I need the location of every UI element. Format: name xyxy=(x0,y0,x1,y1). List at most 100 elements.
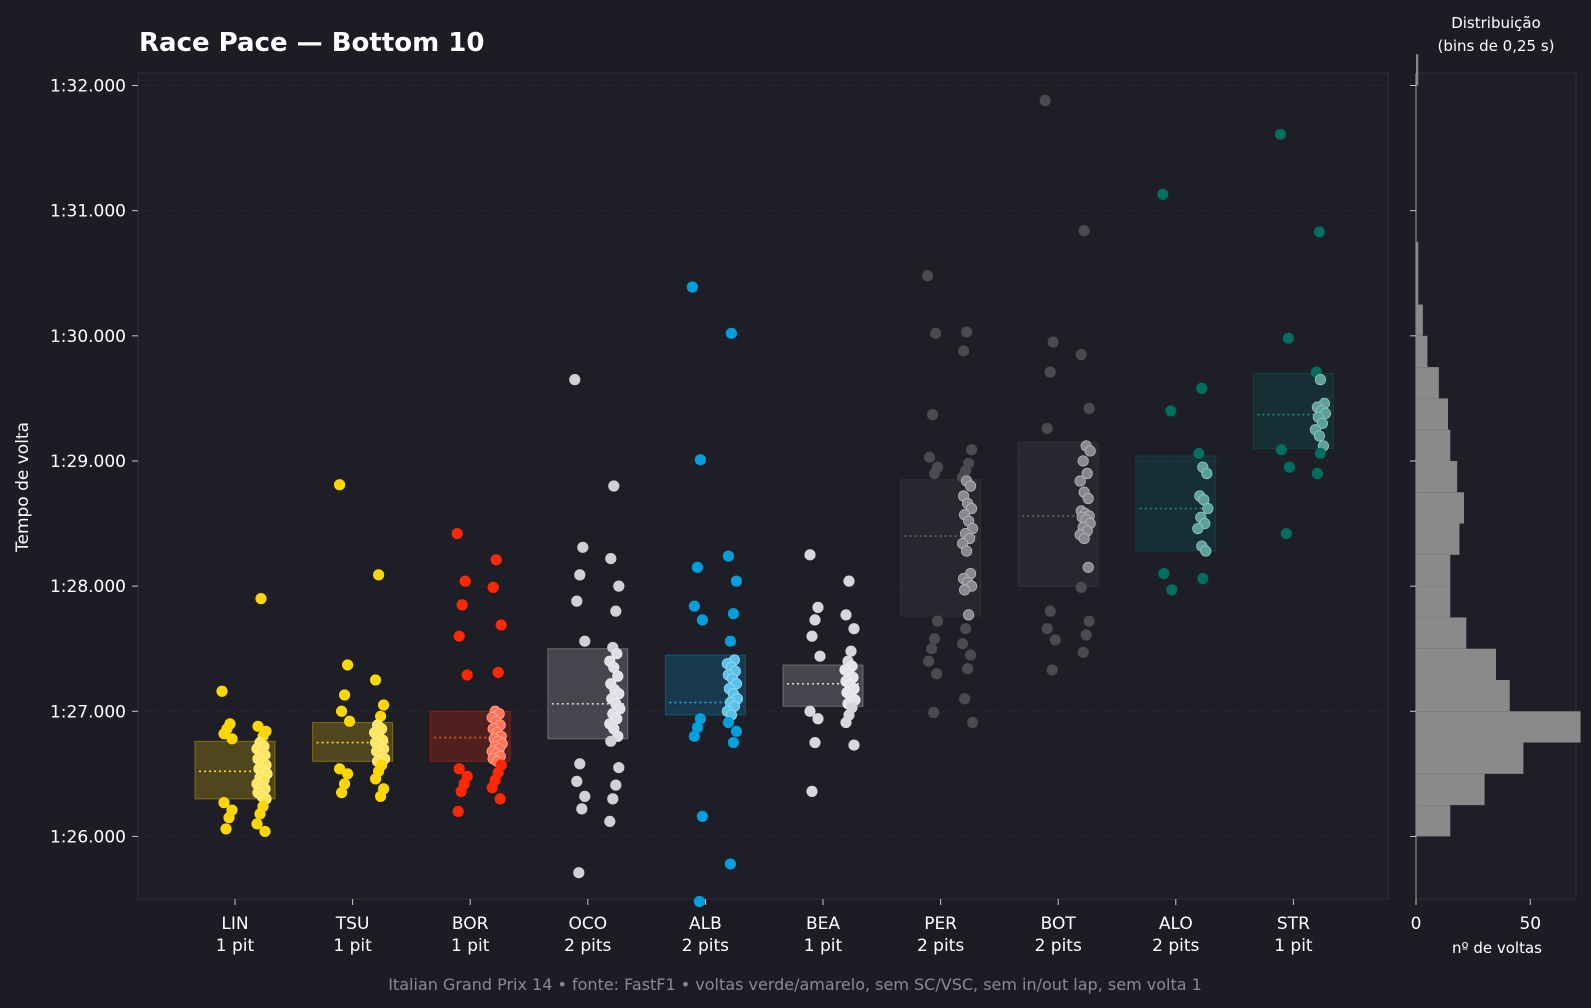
lap-point-tsu xyxy=(335,787,348,799)
lap-point-lin xyxy=(218,728,230,740)
footer-note: Italian Grand Prix 14 • fonte: FastF1 • … xyxy=(388,975,1202,994)
lap-point-alb xyxy=(727,736,740,749)
histogram-x-tick-label: 50 xyxy=(1519,914,1541,934)
lap-point-lin xyxy=(255,593,267,605)
histogram-bar xyxy=(1416,617,1467,649)
lap-point-bot xyxy=(1077,455,1089,467)
lap-point-per xyxy=(957,345,970,357)
lap-point-per xyxy=(930,668,943,680)
lap-point-per xyxy=(926,409,939,421)
lap-point-alo xyxy=(1158,568,1170,580)
histogram-bars xyxy=(1416,54,1581,837)
lap-point-str xyxy=(1314,447,1327,460)
y-tick-label: 1:31.000 xyxy=(50,202,126,222)
histogram-bar xyxy=(1416,523,1460,555)
driver-code-label: ALB xyxy=(689,914,722,934)
lap-point-lin xyxy=(252,720,264,732)
lap-point-bot xyxy=(1044,366,1056,378)
lap-point-alb xyxy=(722,716,735,729)
y-tick-label: 1:32.000 xyxy=(50,77,126,97)
lap-point-bor xyxy=(455,785,467,797)
lap-point-lin xyxy=(220,823,232,835)
lap-point-alb xyxy=(730,575,743,587)
histogram-title-line-1: Distribuição xyxy=(1451,14,1541,32)
driver-code-label: BOT xyxy=(1041,914,1077,934)
lap-point-tsu xyxy=(341,768,354,780)
lap-point-lin xyxy=(223,812,235,824)
lap-point-alo xyxy=(1196,382,1208,394)
driver-code-label: LIN xyxy=(221,914,248,934)
histogram-bar xyxy=(1416,304,1423,336)
lap-point-oco xyxy=(610,779,622,791)
lap-point-oco xyxy=(605,735,617,747)
lap-point-per xyxy=(964,480,977,492)
lap-point-str xyxy=(1275,444,1288,456)
lap-point-oco xyxy=(604,815,616,828)
lap-point-alo xyxy=(1202,502,1214,515)
lap-point-per xyxy=(956,638,969,650)
histogram-x-tick-label: 0 xyxy=(1411,914,1422,934)
lap-point-bot xyxy=(1041,422,1053,435)
lap-point-oco xyxy=(607,793,619,805)
lap-point-per xyxy=(966,716,979,729)
lap-point-oco xyxy=(608,480,620,492)
histogram-bar xyxy=(1416,679,1510,712)
pit-strategy-label: 1 pit xyxy=(333,936,372,956)
lap-point-oco xyxy=(613,761,625,774)
lap-point-per xyxy=(965,444,978,456)
lap-point-bot xyxy=(1083,615,1095,627)
lap-point-per xyxy=(925,643,938,655)
lap-point-oco xyxy=(571,775,583,787)
main-gridlines xyxy=(138,85,1388,837)
lap-point-alb xyxy=(696,614,709,626)
lap-point-lin xyxy=(218,797,230,809)
histogram-bar xyxy=(1416,742,1524,774)
lap-point-per xyxy=(928,633,941,645)
lap-point-bot xyxy=(1044,605,1056,617)
lap-point-oco xyxy=(569,374,581,386)
pit-strategy-label: 1 pit xyxy=(216,936,255,956)
lap-point-per xyxy=(961,663,974,675)
lap-point-str xyxy=(1311,467,1324,480)
lap-point-bot xyxy=(1075,348,1087,361)
lap-point-bot xyxy=(1080,629,1092,641)
lap-point-per xyxy=(958,584,971,596)
y-tick-label: 1:26.000 xyxy=(50,827,126,847)
chart-title: Race Pace — Bottom 10 xyxy=(139,28,484,58)
pit-strategy-label: 1 pit xyxy=(804,936,843,956)
lap-point-bea xyxy=(840,609,852,621)
lap-point-per xyxy=(928,467,941,480)
lap-point-bea xyxy=(804,549,816,561)
histogram-bar xyxy=(1416,460,1458,493)
y-tick-label: 1:27.000 xyxy=(50,702,126,722)
lap-point-bot xyxy=(1082,492,1094,505)
main-y-axis: 1:26.000 1:27.000 1:28.000 1:29.000 1:30.000… xyxy=(50,77,138,847)
driver-code-label: TSU xyxy=(335,914,370,934)
histogram-bar xyxy=(1416,492,1464,524)
lap-point-oco xyxy=(571,595,583,607)
lap-point-tsu xyxy=(377,699,390,711)
lap-point-tsu xyxy=(372,569,385,581)
lap-point-oco xyxy=(610,605,622,617)
driver-code-label: BOR xyxy=(452,914,489,934)
lap-point-per xyxy=(923,451,936,463)
lap-point-str xyxy=(1313,226,1326,238)
lap-point-str xyxy=(1283,461,1296,473)
lap-point-bot xyxy=(1078,532,1090,545)
lap-point-lin xyxy=(216,685,228,697)
lap-point-str xyxy=(1313,430,1326,442)
lap-point-bea xyxy=(812,713,824,725)
histogram-bar xyxy=(1416,241,1419,274)
histogram-bar xyxy=(1416,773,1485,806)
histogram-x-axis-label: nº de voltas xyxy=(1452,939,1542,957)
lap-point-bea xyxy=(845,645,857,657)
lap-point-alb xyxy=(722,550,735,562)
lap-point-alb xyxy=(696,810,709,823)
pit-strategy-label: 1 pit xyxy=(1274,936,1313,956)
histogram-bar xyxy=(1416,805,1451,837)
lap-point-oco xyxy=(576,803,588,815)
lap-point-bor xyxy=(492,666,504,679)
lap-point-bea xyxy=(843,575,855,587)
